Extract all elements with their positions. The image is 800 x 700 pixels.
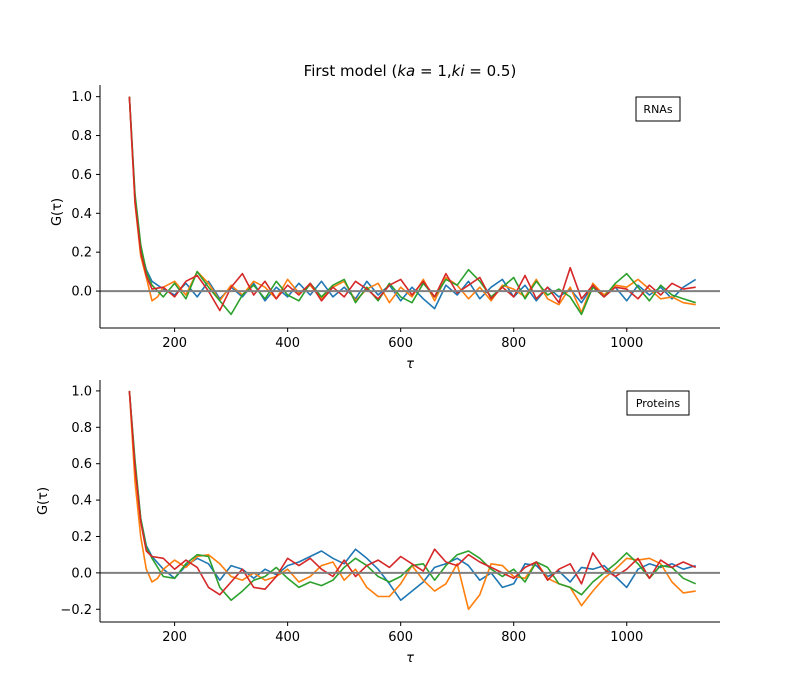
rna-y-tick-label: 1.0 — [71, 90, 92, 105]
protein-y-tick-label: −0.2 — [60, 603, 92, 618]
protein-box-frame — [626, 390, 690, 416]
protein-box-label: Proteins — [636, 397, 681, 410]
protein-y-tick-label: 1.0 — [71, 384, 92, 399]
title-part-ki: ki — [452, 62, 466, 80]
rna-y-tick-label: 0.6 — [71, 168, 92, 183]
protein-subplot: 200 400 600 800 1000 −0.2 0.0 0.2 0.4 0.6 0.8 1.0 τ… — [36, 380, 720, 666]
rna-box-label: RNAs — [643, 103, 672, 116]
rna-x-tick-label: 600 — [388, 336, 413, 351]
rna-x-axis-label: τ — [406, 357, 414, 372]
protein-series-lines — [100, 390, 720, 611]
rna-series-lines — [100, 96, 720, 316]
protein-axes — [99, 380, 720, 623]
rna-series-line-2 — [128, 96, 696, 314]
rna-x-tick-label: 1000 — [610, 336, 643, 351]
rna-subplot: 200 400 600 800 1000 0.0 0.2 0.4 0.6 0.8 1.0 τ G(τ… — [50, 85, 720, 372]
chart-title: First model (ka = 1,ki = 0.5) — [304, 62, 517, 80]
protein-y-tick-label: 0.8 — [71, 421, 92, 436]
rna-y-tick-label: 0.0 — [71, 285, 92, 300]
title-part-2: = 1, — [415, 62, 451, 80]
rna-ticks: 200 400 600 800 1000 0.0 0.2 0.4 0.6 0.8 1.0 — [71, 90, 643, 351]
rna-y-tick-label: 0.4 — [71, 207, 92, 222]
protein-y-tick-label: 0.4 — [71, 494, 92, 509]
protein-x-tick-label: 600 — [388, 630, 413, 645]
protein-x-axis-label: τ — [406, 651, 414, 666]
title-part-ka: ka — [397, 62, 415, 80]
rna-series-line-3 — [128, 96, 696, 316]
rna-x-tick-label: 400 — [275, 336, 300, 351]
protein-series-line-1 — [128, 390, 696, 601]
protein-series-line-4 — [128, 390, 697, 596]
protein-x-tick-label: 400 — [275, 630, 300, 645]
rna-y-tick-label: 0.2 — [71, 246, 92, 261]
protein-series-line-3 — [128, 390, 697, 601]
protein-x-tick-label: 200 — [162, 630, 187, 645]
protein-y-tick-label: 0.0 — [71, 566, 92, 581]
rna-series-line-1 — [128, 96, 697, 310]
protein-ticks: 200 400 600 800 1000 −0.2 0.0 0.2 0.4 0.6 0.8 1.0 — [60, 384, 643, 645]
protein-x-tick-label: 800 — [501, 630, 526, 645]
rna-x-tick-label: 800 — [501, 336, 526, 351]
protein-series-line-2 — [128, 390, 696, 611]
rna-y-tick-label: 0.8 — [71, 129, 92, 144]
rna-y-axis-label: G(τ) — [50, 198, 65, 226]
title-part-3: = 0.5) — [465, 62, 517, 80]
rna-axes — [99, 85, 720, 329]
protein-y-tick-label: 0.6 — [71, 457, 92, 472]
protein-y-tick-label: 0.2 — [71, 530, 92, 545]
rna-box-frame — [635, 96, 681, 122]
title-part-1: First model ( — [304, 62, 398, 80]
rna-series-line-4 — [128, 96, 696, 312]
rna-x-tick-label: 200 — [162, 336, 187, 351]
protein-y-axis-label: G(τ) — [36, 487, 51, 515]
protein-x-tick-label: 1000 — [610, 630, 643, 645]
